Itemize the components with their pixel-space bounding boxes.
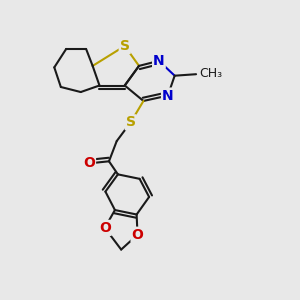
Text: S: S <box>126 116 136 129</box>
Text: O: O <box>99 221 111 235</box>
Text: S: S <box>120 39 130 53</box>
Text: CH₃: CH₃ <box>200 67 223 80</box>
Text: O: O <box>83 156 95 170</box>
Text: N: N <box>153 54 165 68</box>
Text: N: N <box>162 88 174 103</box>
Text: O: O <box>132 228 143 242</box>
